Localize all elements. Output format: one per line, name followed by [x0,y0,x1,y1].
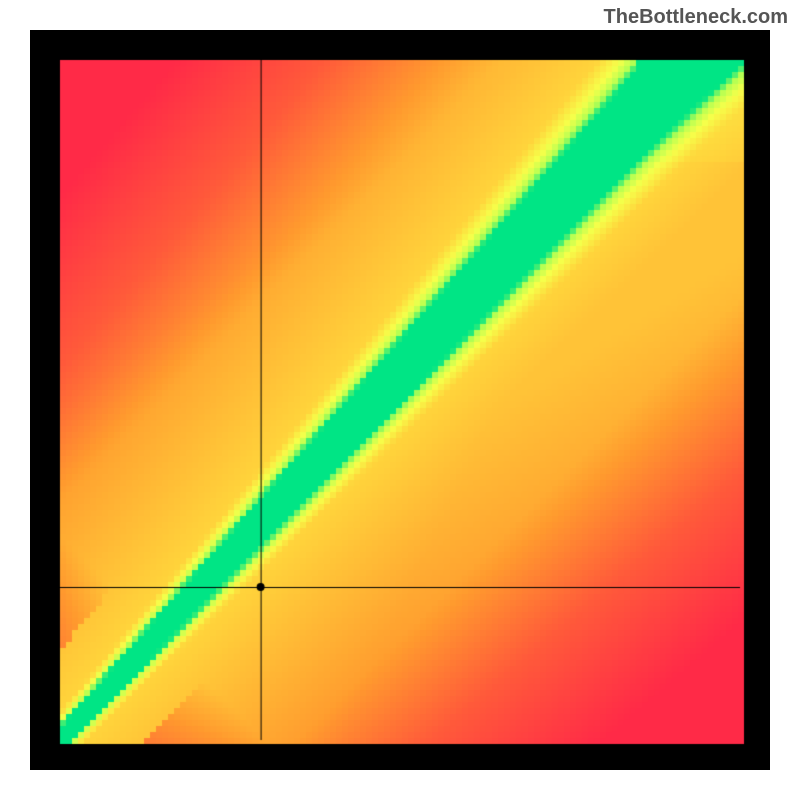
watermark-text: TheBottleneck.com [604,6,788,29]
heatmap-canvas [30,30,770,770]
plot-frame [30,30,770,770]
chart-container: TheBottleneck.com [0,0,800,800]
